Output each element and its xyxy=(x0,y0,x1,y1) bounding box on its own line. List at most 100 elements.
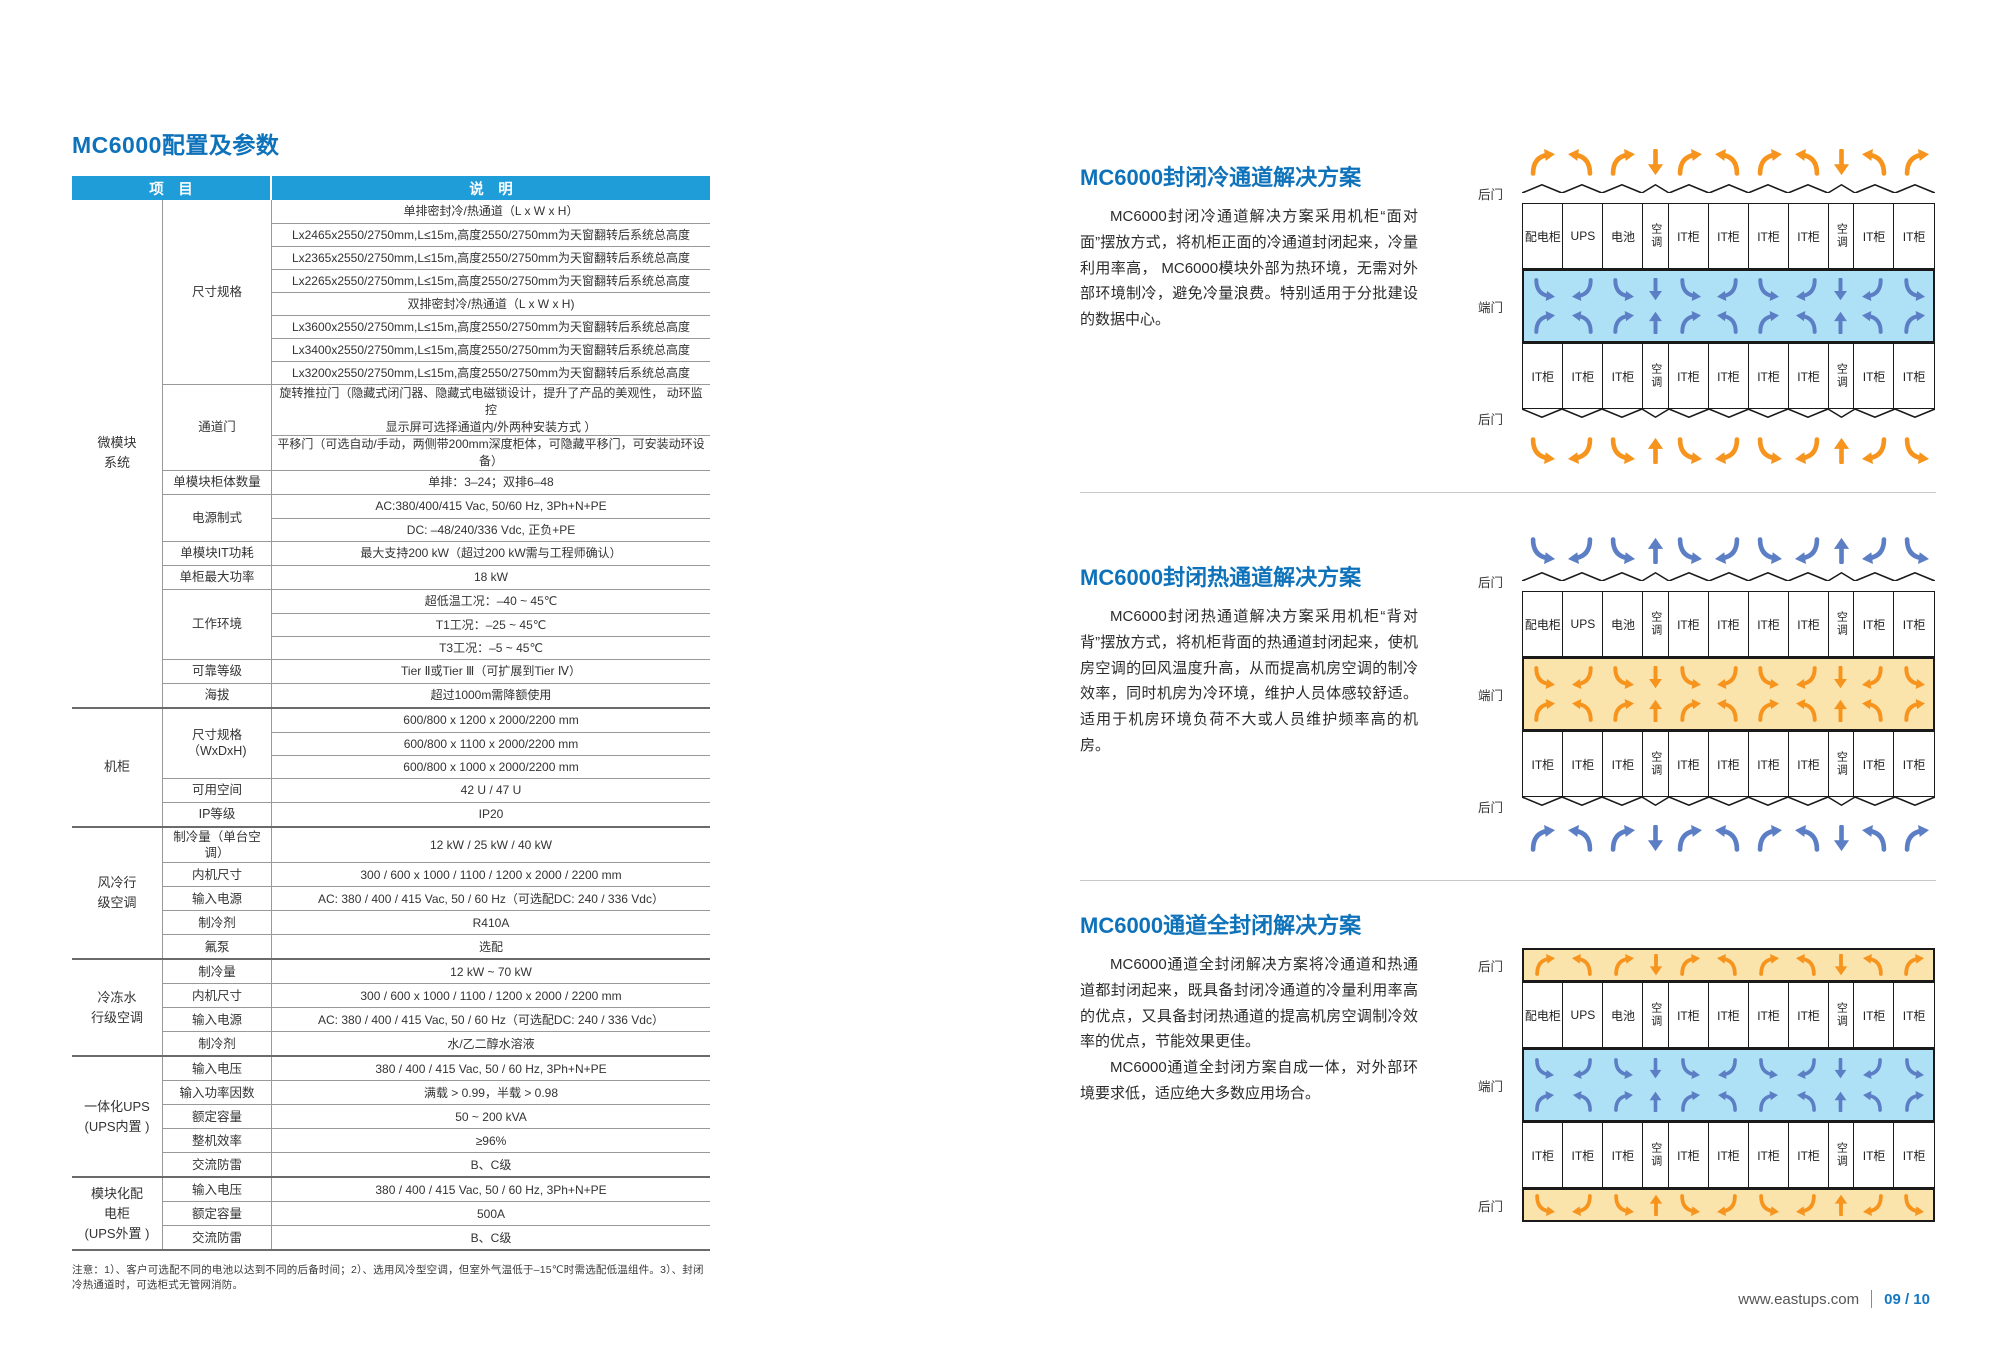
arrow-slot xyxy=(1522,436,1562,464)
arrow-slot xyxy=(1642,666,1669,689)
door-label xyxy=(1478,982,1522,1048)
airflow-arrow-icon xyxy=(1649,278,1663,301)
arrow-slot xyxy=(1522,148,1562,176)
arrow-slot xyxy=(1603,666,1642,689)
airflow-arrow-icon xyxy=(1613,666,1635,689)
cabinet-label: IT柜 xyxy=(1677,617,1700,632)
section-paragraph: MC6000封闭热通道解决方案采用机柜“背对背”摆放方式，将机柜背面的热通道封闭… xyxy=(1080,608,1418,754)
arrow-slot xyxy=(1709,1058,1748,1079)
cabinet-label: IT柜 xyxy=(1677,1008,1700,1023)
value-cell: 18 kW xyxy=(473,570,508,585)
cabinet-label: IT柜 xyxy=(1862,617,1886,632)
airflow-arrow-icon xyxy=(1680,954,1701,976)
cabinet-label: IT柜 xyxy=(1862,369,1886,384)
cabinet-cell: IT柜 xyxy=(1853,203,1895,269)
airflow-arrow-icon xyxy=(1758,311,1780,334)
cabinet-label: IT柜 xyxy=(1902,757,1926,772)
door-label xyxy=(1478,1122,1522,1188)
section-paragraph: MC6000通道全封闭解决方案将冷通道和热通道都封闭起来，既具备封闭冷通道的冷量… xyxy=(1080,956,1418,1051)
cabinet-label: IT柜 xyxy=(1757,617,1780,632)
value-cell: 600/800 x 1200 x 2000/2200 mm xyxy=(403,713,579,728)
airflow-arrow-icon xyxy=(1717,1091,1737,1112)
airflow-arrow-icon xyxy=(1572,1091,1592,1112)
airflow-arrow-icon xyxy=(1571,666,1593,689)
cabinet-roof xyxy=(1601,184,1642,193)
airflow-arrow-icon xyxy=(1904,954,1925,976)
table-header-item: 项 目 xyxy=(72,176,272,200)
group-label: 一体化UPS (UPS内置 ) xyxy=(72,1057,163,1177)
value-cell: Lx2365x2550/2750mm,L≤15m,高度2550/2750mm为天… xyxy=(272,246,710,269)
cabinet-cell: IT柜 xyxy=(1853,591,1895,657)
cabinet-cell: IT柜 xyxy=(1707,203,1750,269)
cabinet-label: IT柜 xyxy=(1717,1008,1740,1023)
cabinet-label: IT柜 xyxy=(1757,1008,1780,1023)
airflow-arrow-icon xyxy=(1904,1194,1925,1216)
cabinet-cell: IT柜 xyxy=(1602,731,1644,797)
table-row: 交流防雷 B、C级 xyxy=(163,1225,710,1250)
value-cell: Lx3400x2550/2750mm,L≤15m,高度2550/2750mm为天… xyxy=(272,338,710,361)
door-label xyxy=(1478,528,1522,572)
cabinet-cell: UPS xyxy=(1562,203,1604,269)
value-cell: 12 kW / 25 kW / 40 kW xyxy=(429,837,553,852)
cabinet-cell: IT柜 xyxy=(1667,731,1710,797)
cabinet-label: IT柜 xyxy=(1797,617,1820,632)
cabinet-cell: IT柜 xyxy=(1747,731,1790,797)
value-cell: Lx2465x2550/2750mm,L≤15m,高度2550/2750mm为天… xyxy=(272,223,710,246)
value-cell: 50 ~ 200 kVA xyxy=(455,1109,527,1124)
cabinet-label: 电池 xyxy=(1610,1008,1635,1023)
cabinet-label: UPS xyxy=(1570,229,1596,243)
airflow-arrow-icon xyxy=(1534,666,1556,689)
cabinet-cell: IT柜 xyxy=(1893,591,1935,657)
arrow-slot xyxy=(1895,824,1935,852)
airflow-arrow-icon xyxy=(1863,1091,1883,1112)
airflow-arrow-icon xyxy=(1757,148,1782,176)
table-row: 可用空间 42 U / 47 U xyxy=(163,777,710,802)
cabinet-roof xyxy=(1828,409,1856,418)
cabinet-label: IT柜 xyxy=(1571,369,1595,384)
item-label: 输入电压 xyxy=(163,1057,272,1081)
value-cell: 42 U / 47 U xyxy=(460,783,522,798)
airflow-arrow-icon xyxy=(1904,1058,1924,1079)
cabinet-cell: IT柜 xyxy=(1562,343,1604,409)
value-cell: Tier Ⅱ或Tier Ⅲ（可扩展到Tier Ⅳ） xyxy=(401,664,581,679)
arrow-slot xyxy=(1709,536,1749,564)
ac-cabinet-cell: 空调 xyxy=(1827,982,1855,1048)
cabinet-cell: IT柜 xyxy=(1707,731,1750,797)
table-row: 可靠等级 Tier Ⅱ或Tier Ⅲ（可扩展到Tier Ⅳ） xyxy=(163,658,710,683)
table-row: 单模块柜体数量 单排：3–24；双排6–48 xyxy=(163,469,710,494)
airflow-arrow-icon xyxy=(1904,278,1925,301)
item-label: 额定容量 xyxy=(163,1105,272,1129)
cabinet-roof xyxy=(1788,572,1829,581)
arrow-slot xyxy=(1602,536,1642,564)
arrow-slot xyxy=(1748,536,1788,564)
airflow-arrow-icon xyxy=(1795,311,1817,334)
cabinet-roof xyxy=(1788,184,1829,193)
cabinet-roof xyxy=(1708,572,1749,581)
ac-cabinet-cell: 空调 xyxy=(1827,591,1855,657)
arrow-slot xyxy=(1827,278,1854,301)
table-row: IP等级 IP20 xyxy=(163,801,710,826)
arrow-slot xyxy=(1854,278,1893,301)
arrow-slot xyxy=(1522,824,1562,852)
cabinet-cell: IT柜 xyxy=(1667,982,1710,1048)
cabinet-cell: IT柜 xyxy=(1667,1122,1710,1188)
arrow-slot xyxy=(1709,1194,1748,1216)
item-label: 额定容量 xyxy=(163,1202,272,1226)
airflow-arrow-icon xyxy=(1534,699,1556,722)
airflow-arrow-icon xyxy=(1794,824,1820,852)
cabinet-label: IT柜 xyxy=(1862,1008,1886,1023)
cabinet-roof xyxy=(1788,797,1829,806)
table-group: 冷冻水 行级空调 制冷量 12 kW ~ 70 kW 内机尺寸 300 / 600 x … xyxy=(72,958,710,1056)
airflow-arrow-icon xyxy=(1647,148,1663,175)
cabinet-roof xyxy=(1601,409,1642,418)
arrow-slot xyxy=(1788,699,1827,722)
section-paragraph: MC6000通道全封闭方案自成一体，对外部环境要求低，适应绝大多数应用场合。 xyxy=(1080,1059,1418,1102)
item-label: 输入电源 xyxy=(163,1008,272,1032)
arrow-slot xyxy=(1563,1058,1602,1079)
airflow-arrow-icon xyxy=(1572,954,1592,976)
cabinet-cell: IT柜 xyxy=(1747,343,1790,409)
arrow-slot xyxy=(1563,954,1602,976)
arrow-slot xyxy=(1788,954,1827,976)
arrow-slot xyxy=(1788,1091,1827,1112)
